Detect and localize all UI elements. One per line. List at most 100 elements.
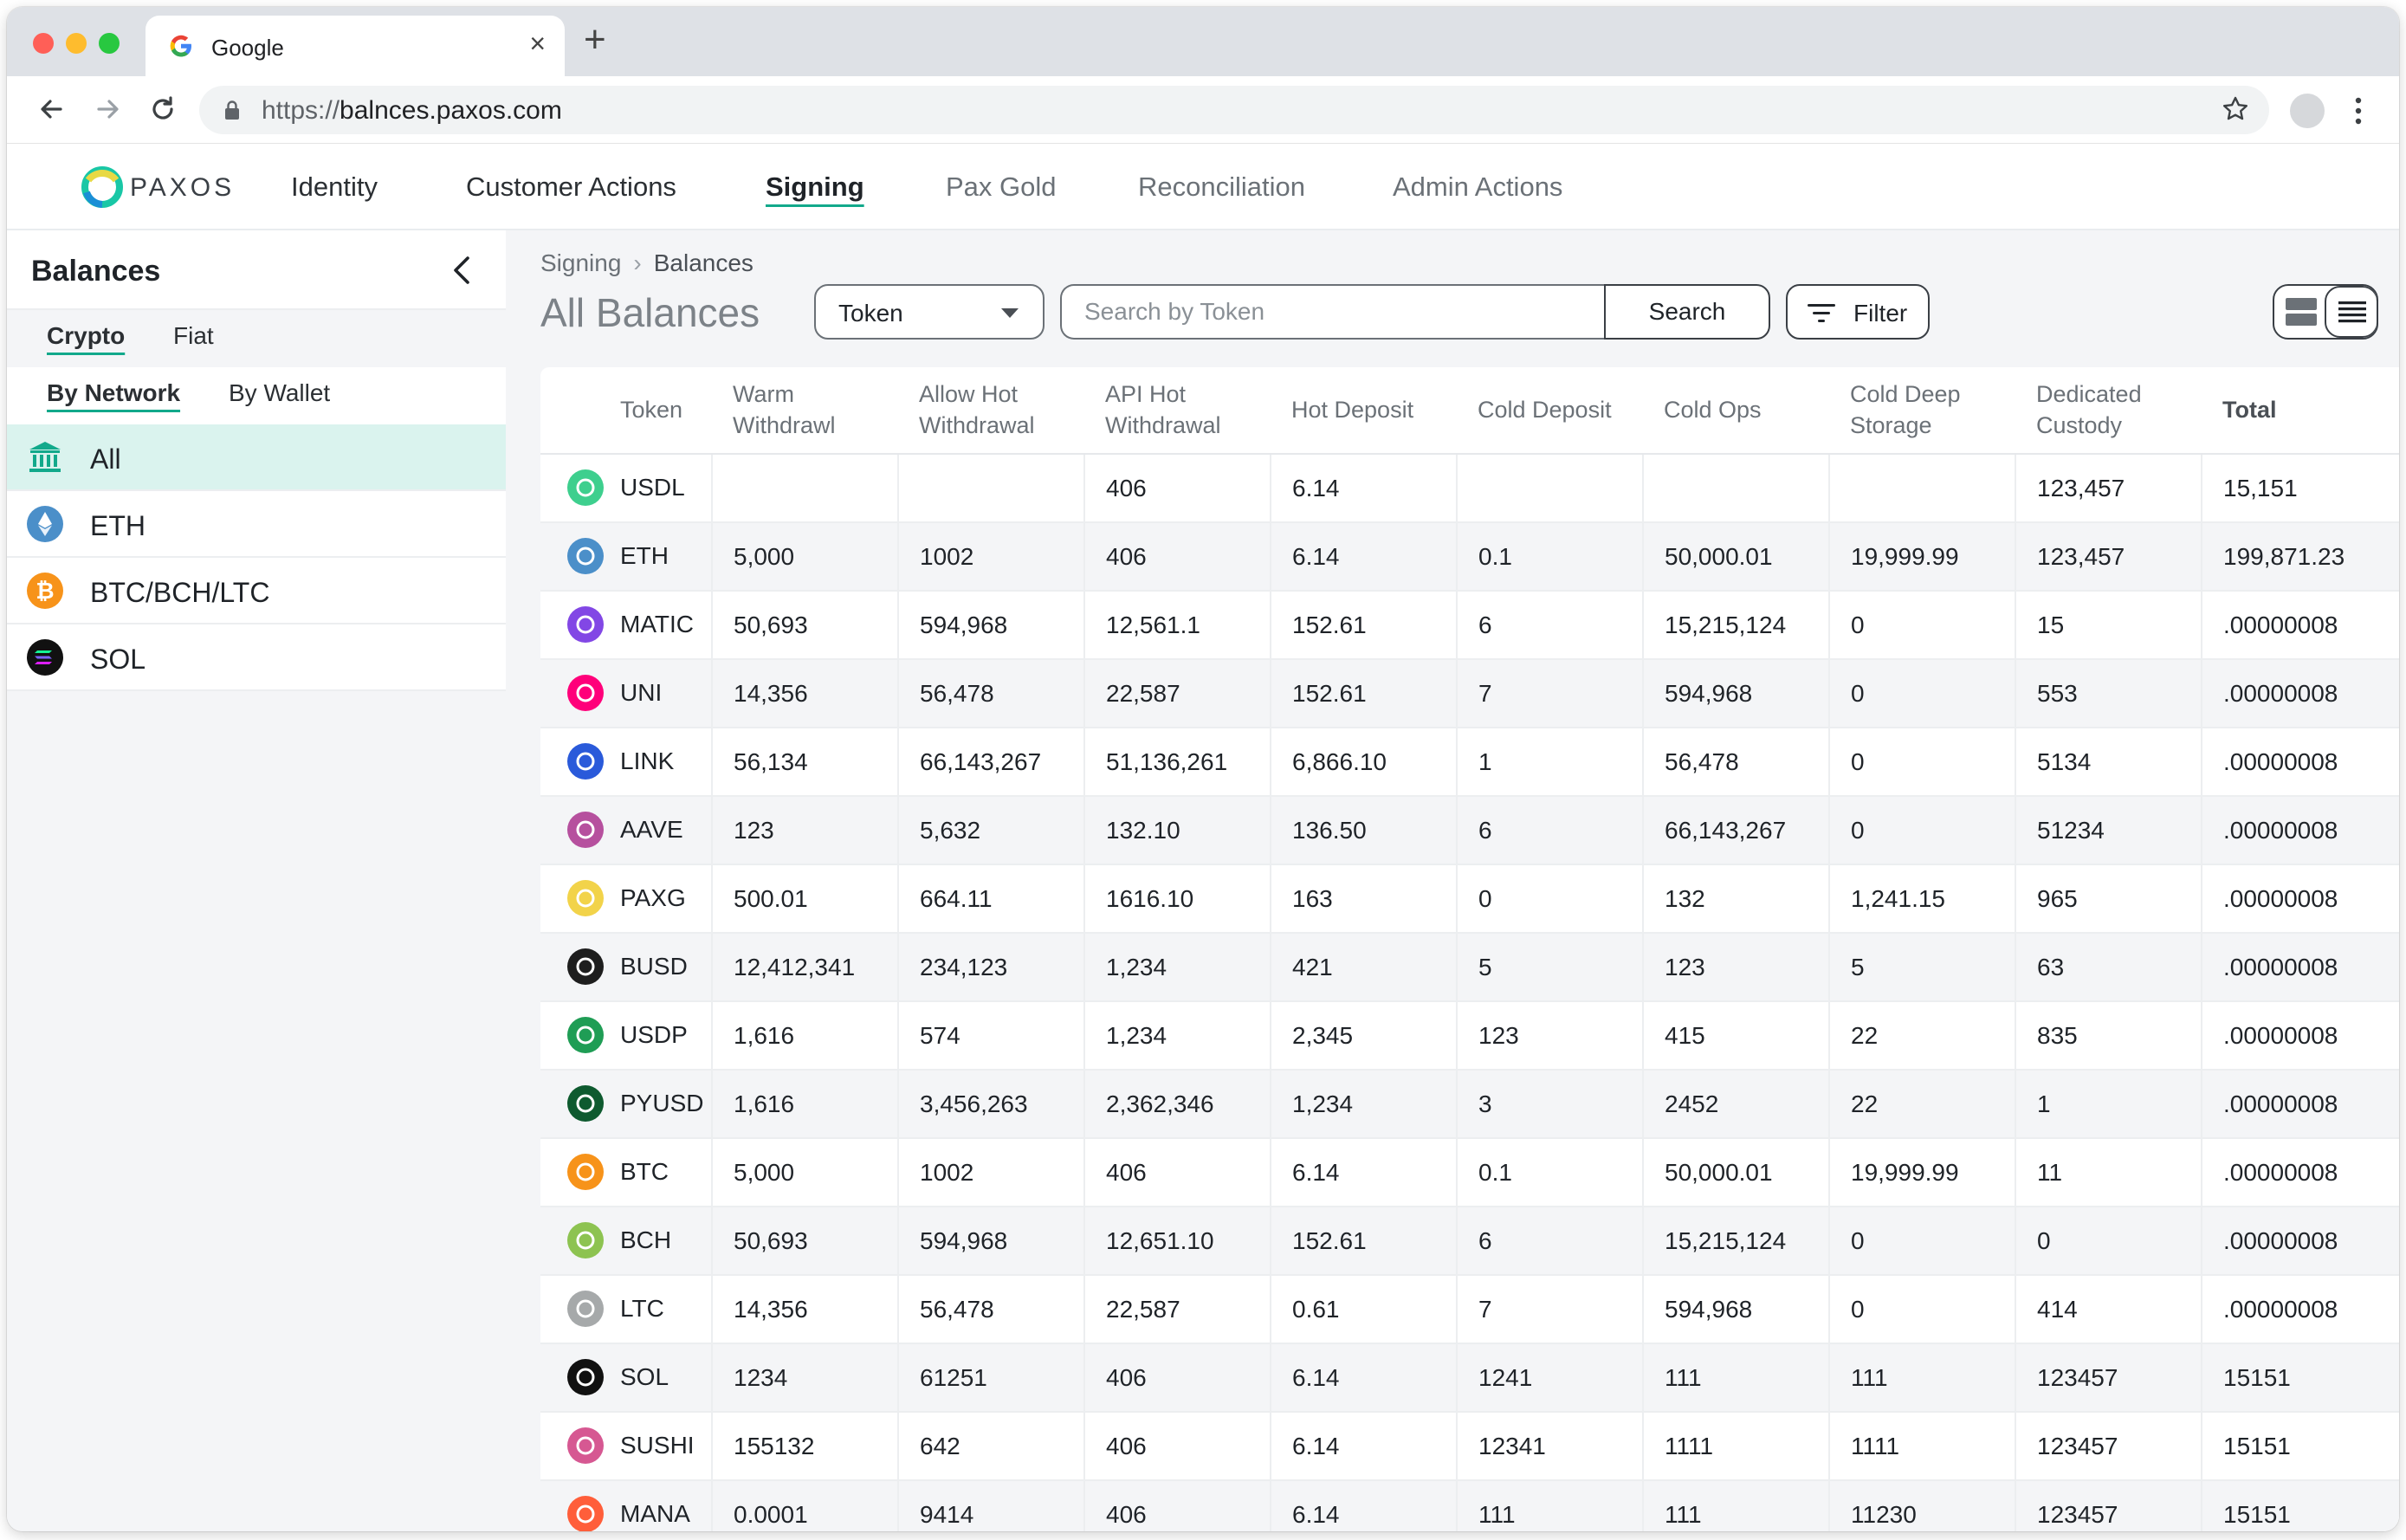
sidebar-item-eth[interactable]: ETH xyxy=(7,491,506,558)
table-cell: 111 xyxy=(1642,1480,1829,1531)
nav-pax-gold[interactable]: Pax Gold xyxy=(946,171,1057,202)
token-name[interactable]: BCH xyxy=(620,1226,672,1253)
table-row[interactable]: LINK 56,134 66,143,267 51,136,261 6,866.10 1 5… xyxy=(540,728,2399,797)
token-name[interactable]: LTC xyxy=(620,1295,664,1322)
table-cell: 2,362,346 xyxy=(1083,1070,1271,1139)
sidebar-item-sol[interactable]: SOL xyxy=(7,624,506,691)
token-name[interactable]: USDL xyxy=(620,474,685,501)
table-row[interactable]: PYUSD 1,616 3,456,263 2,362,346 1,234 3 2452 22… xyxy=(540,1070,2399,1139)
search-button[interactable]: Search xyxy=(1604,284,1770,340)
sidebar-item-all[interactable]: All xyxy=(7,424,506,491)
table-row[interactable]: ETH 5,000 1002 406 6.14 0.1 50,000.01 19,999.99… xyxy=(540,522,2399,592)
token-icon-glyph xyxy=(576,683,595,702)
balances-table: Token Warm Withdrawl Allow Hot Withdrawal A… xyxy=(540,367,2399,1531)
table-cell: 0.1 xyxy=(1456,522,1643,592)
table-cell: 19,999.99 xyxy=(1828,522,2015,592)
token-name[interactable]: ETH xyxy=(620,542,669,569)
token-name[interactable]: BTC xyxy=(620,1158,669,1185)
browser-tab[interactable]: Google × xyxy=(146,16,565,76)
table-row[interactable]: LTC 14,356 56,478 22,587 0.61 7 594,968 0 414.00… xyxy=(540,1275,2399,1344)
table-row[interactable]: AAVE 123 5,632 132.10 136.50 6 66,143,267 0 5123… xyxy=(540,796,2399,865)
table-cell: 1111 xyxy=(1828,1412,2015,1481)
tab-by-wallet[interactable]: By Wallet xyxy=(229,379,331,406)
breadcrumb-signing[interactable]: Signing xyxy=(540,249,622,276)
forward-arrow-icon[interactable] xyxy=(90,92,125,126)
table-row[interactable]: USDL 406 6.14 123,457 15,151 xyxy=(540,454,2399,523)
column-header[interactable]: Cold Ops xyxy=(1643,367,1829,455)
search-field-select[interactable]: Token xyxy=(814,284,1045,340)
table-row[interactable]: BCH 50,693 594,968 12,651.10 152.61 6 15,215,1… xyxy=(540,1207,2399,1276)
back-arrow-icon[interactable] xyxy=(35,92,69,126)
token-name[interactable]: SOL xyxy=(620,1363,669,1390)
column-header[interactable]: Allow Hot Withdrawal xyxy=(898,367,1084,455)
tab-fiat[interactable]: Fiat xyxy=(173,322,214,349)
table-row[interactable]: SOL 1234 61251 406 6.14 1241 111 111 123457 15151 xyxy=(540,1343,2399,1413)
table-row[interactable]: SUSHI 155132 642 406 6.14 12341 1111 1111 123457… xyxy=(540,1412,2399,1481)
column-header[interactable]: Dedicated Custody xyxy=(2015,367,2202,455)
table-cell: 56,478 xyxy=(1642,728,1829,797)
sidebar-item-btc-bch-ltc[interactable]: ₿ BTC/BCH/LTC xyxy=(7,558,506,624)
profile-avatar[interactable] xyxy=(2290,94,2325,128)
column-header[interactable]: Warm Withdrawl xyxy=(712,367,898,455)
list-view-button[interactable] xyxy=(2325,286,2377,338)
card-view-icon[interactable] xyxy=(2285,296,2318,327)
table-cell: 19,999.99 xyxy=(1828,1138,2015,1207)
token-name[interactable]: PAXG xyxy=(620,884,686,911)
table-cell: 63 xyxy=(2015,933,2202,1002)
address-bar[interactable]: https://balnces.paxos.com xyxy=(199,86,2269,134)
token-icon-circle xyxy=(567,812,604,848)
bookmark-star-icon[interactable] xyxy=(2221,94,2250,124)
nav-identity[interactable]: Identity xyxy=(291,171,378,202)
token-name[interactable]: MANA xyxy=(620,1500,690,1527)
token-name[interactable]: USDP xyxy=(620,1021,688,1048)
collapse-sidebar-icon[interactable] xyxy=(447,253,478,288)
table-cell: 15,151 xyxy=(2201,454,2399,523)
nav-customer-actions[interactable]: Customer Actions xyxy=(466,171,676,202)
reload-icon[interactable] xyxy=(146,92,180,126)
token-name[interactable]: PYUSD xyxy=(620,1090,704,1116)
token-cell: MANA xyxy=(540,1480,712,1531)
nav-reconciliation[interactable]: Reconciliation xyxy=(1138,171,1305,202)
column-header[interactable]: Cold Deposit xyxy=(1457,367,1643,455)
token-cell-content: LINK xyxy=(540,728,711,794)
token-name[interactable]: BUSD xyxy=(620,953,688,980)
close-tab-icon[interactable]: × xyxy=(529,28,546,59)
table-cell: 0 xyxy=(1828,1207,2015,1276)
nav-admin-actions[interactable]: Admin Actions xyxy=(1393,171,1563,202)
token-name[interactable]: LINK xyxy=(620,747,675,774)
bch-token-icon xyxy=(567,1222,604,1259)
close-window-button[interactable] xyxy=(33,33,54,54)
minimize-window-button[interactable] xyxy=(66,33,87,54)
table-cell: 15,215,124 xyxy=(1642,1207,1829,1276)
table-row[interactable]: MANA 0.0001 9414 406 6.14 111 111 11230 123457 15… xyxy=(540,1480,2399,1531)
token-name[interactable]: AAVE xyxy=(620,816,683,843)
column-header[interactable]: API Hot Withdrawal xyxy=(1084,367,1271,455)
token-name[interactable]: UNI xyxy=(620,679,663,706)
table-row[interactable]: MATIC 50,693 594,968 12,561.1 152.61 6 15,215,… xyxy=(540,591,2399,660)
btc-icon: ₿ xyxy=(27,573,63,609)
table-row[interactable]: BTC 5,000 1002 406 6.14 0.1 50,000.01 19,999.99… xyxy=(540,1138,2399,1207)
table-row[interactable]: BUSD 12,412,341 234,123 1,234 421 5 123 5 63.000… xyxy=(540,933,2399,1002)
table-row[interactable]: PAXG 500.01 664.11 1616.10 163 0 132 1,241.15 96… xyxy=(540,864,2399,934)
table-cell: 1111 xyxy=(1642,1412,1829,1481)
table-row[interactable]: USDP 1,616 574 1,234 2,345 123 415 22 835.000000… xyxy=(540,1001,2399,1071)
column-header[interactable]: Total xyxy=(2202,367,2399,455)
more-menu-icon[interactable] xyxy=(2354,94,2363,128)
column-header[interactable]: Cold Deep Storage xyxy=(1829,367,2015,455)
token-cell-content: MANA xyxy=(540,1481,711,1531)
tab-by-network[interactable]: By Network xyxy=(47,379,181,406)
token-name[interactable]: SUSHI xyxy=(620,1432,695,1459)
browser-toolbar: https://balnces.paxos.com xyxy=(7,76,2399,144)
sidebar-item-label: BTC/BCH/LTC xyxy=(90,577,270,608)
column-header[interactable]: Token xyxy=(540,367,712,455)
zoom-window-button[interactable] xyxy=(99,33,120,54)
search-input[interactable] xyxy=(1060,284,1606,340)
filter-button[interactable]: Filter xyxy=(1786,284,1930,340)
token-name[interactable]: MATIC xyxy=(620,611,695,637)
tab-crypto[interactable]: Crypto xyxy=(47,322,126,349)
table-row[interactable]: UNI 14,356 56,478 22,587 152.61 7 594,968 0 553.… xyxy=(540,659,2399,728)
paxos-logo-icon[interactable] xyxy=(78,163,126,211)
new-tab-icon[interactable]: + xyxy=(584,18,606,61)
column-header[interactable]: Hot Deposit xyxy=(1271,367,1457,455)
nav-signing[interactable]: Signing xyxy=(766,171,864,202)
